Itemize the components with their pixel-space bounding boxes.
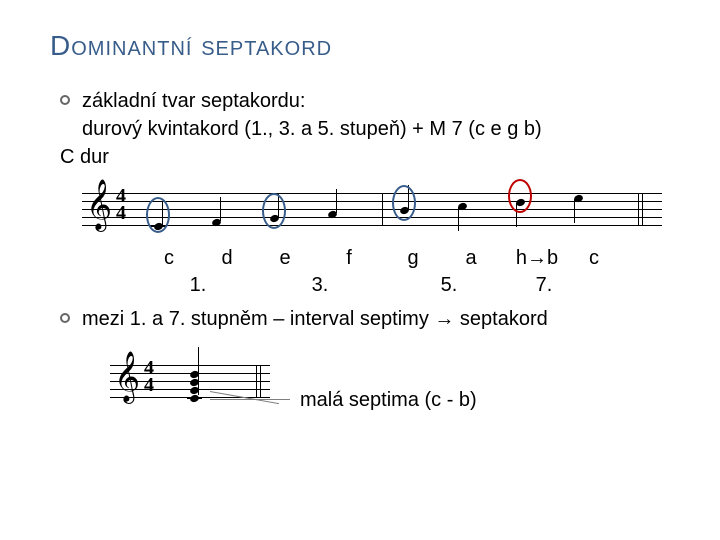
bullet-1-line3: C dur xyxy=(60,143,680,171)
bullet-1-line2: durový kvintakord (1., 3. a 5. stupeň) +… xyxy=(82,115,680,143)
note-name-row: cdefgah→bc xyxy=(140,247,680,270)
bullet-1: základní tvar septakordu: xyxy=(60,87,680,115)
ledger-line xyxy=(187,398,202,399)
degree-label: 1. xyxy=(140,274,256,297)
note-label: d xyxy=(198,247,256,270)
slide-title: Dominantní septakord xyxy=(50,30,680,62)
bullet-2-text: mezi 1. a 7. stupněm – interval septimy … xyxy=(82,305,680,333)
time-signature: 4 4 xyxy=(116,188,126,222)
note-stem xyxy=(574,199,575,223)
music-staff-scale: 𝄞 4 4 xyxy=(82,179,662,239)
barline xyxy=(382,193,383,225)
degree-label: 7. xyxy=(514,274,574,297)
barline xyxy=(642,193,643,225)
degree-label: 3. xyxy=(256,274,384,297)
note-label: g xyxy=(384,247,442,270)
note-stem xyxy=(458,207,459,231)
barline xyxy=(260,365,261,397)
note-label: e xyxy=(256,247,314,270)
bullet-icon xyxy=(60,313,70,323)
note-stem xyxy=(198,347,199,395)
barline xyxy=(256,365,257,397)
music-staff-chord: 𝄞 4 4 xyxy=(110,351,270,411)
barline xyxy=(638,193,639,225)
interval-caption: malá septima (c - b) xyxy=(300,389,477,412)
scale-degree-row: 1.3.5.7. xyxy=(140,274,680,297)
bullet-icon xyxy=(60,95,70,105)
note-label: a xyxy=(442,247,500,270)
treble-clef-icon: 𝄞 xyxy=(114,355,140,399)
note-label: h→b xyxy=(500,247,574,270)
treble-clef-icon: 𝄞 xyxy=(86,183,112,227)
note-label: f xyxy=(314,247,384,270)
note-stem xyxy=(336,189,337,213)
note-highlight xyxy=(508,179,532,213)
degree-label: 5. xyxy=(384,274,514,297)
time-signature: 4 4 xyxy=(144,360,154,394)
note-label: c xyxy=(140,247,198,270)
note-stem xyxy=(220,197,221,221)
note-label: c xyxy=(574,247,614,270)
bullet-1-text: základní tvar septakordu: xyxy=(82,87,680,115)
note-highlight xyxy=(146,197,170,233)
bullet-2: mezi 1. a 7. stupněm – interval septimy … xyxy=(60,305,680,333)
note-highlight xyxy=(392,185,416,221)
note-highlight xyxy=(262,193,286,229)
